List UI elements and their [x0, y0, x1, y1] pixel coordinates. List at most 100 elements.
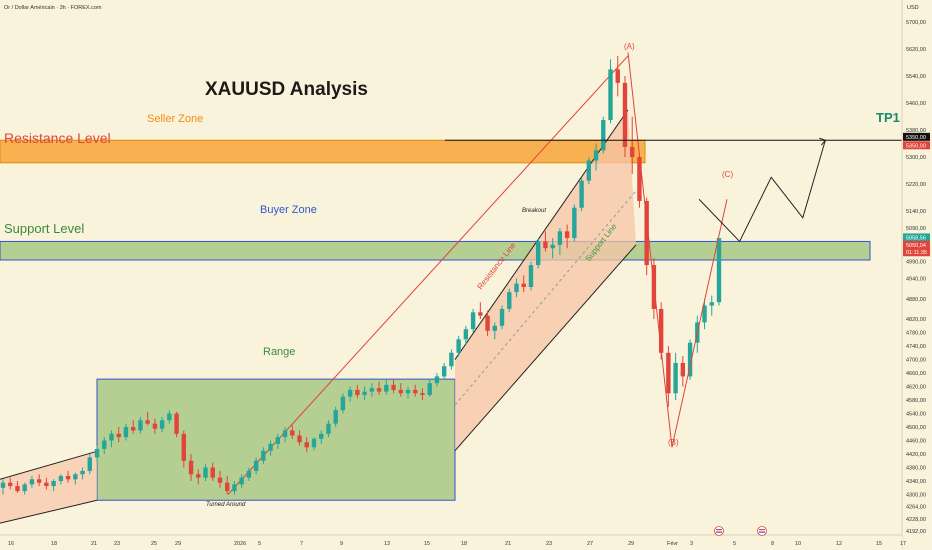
candle[interactable]	[44, 477, 49, 490]
candle[interactable]	[304, 437, 309, 453]
candle[interactable]	[261, 447, 266, 465]
candle[interactable]	[557, 227, 563, 255]
candle[interactable]	[109, 430, 114, 448]
candle[interactable]	[145, 411, 150, 426]
candle[interactable]	[94, 445, 100, 463]
candle[interactable]	[463, 325, 469, 345]
candle[interactable]	[123, 423, 129, 441]
candle[interactable]	[181, 430, 187, 468]
candle[interactable]	[210, 462, 215, 482]
candle[interactable]	[630, 116, 635, 174]
price-axis[interactable]	[902, 0, 932, 550]
candle[interactable]	[499, 305, 505, 330]
candle[interactable]	[593, 143, 599, 171]
candle[interactable]	[413, 384, 418, 397]
candle[interactable]	[601, 116, 606, 154]
candle[interactable]	[680, 356, 686, 387]
candle[interactable]	[174, 411, 179, 438]
candle[interactable]	[29, 475, 35, 488]
candle[interactable]	[87, 454, 92, 475]
candle[interactable]	[449, 349, 454, 370]
candle[interactable]	[290, 425, 295, 439]
candle[interactable]	[58, 474, 64, 485]
candle[interactable]	[687, 339, 693, 380]
candle[interactable]	[36, 474, 42, 487]
candle[interactable]	[441, 362, 447, 380]
candle[interactable]	[564, 224, 570, 249]
candle[interactable]	[217, 470, 223, 488]
candle[interactable]	[644, 197, 649, 276]
candle[interactable]	[275, 433, 281, 449]
candle[interactable]	[203, 464, 208, 482]
candle[interactable]	[326, 420, 331, 438]
candle[interactable]	[637, 153, 642, 208]
candle[interactable]	[340, 393, 346, 414]
candle[interactable]	[333, 406, 338, 428]
candle[interactable]	[521, 275, 526, 293]
candle[interactable]	[376, 381, 382, 395]
candle[interactable]	[478, 302, 483, 320]
candle[interactable]	[456, 335, 461, 357]
candle[interactable]	[282, 427, 288, 443]
candle[interactable]	[615, 55, 620, 97]
candle[interactable]	[550, 238, 555, 259]
event-flag-icon[interactable]	[757, 526, 767, 536]
candle[interactable]	[586, 157, 592, 185]
candle[interactable]	[239, 474, 244, 488]
candle[interactable]	[319, 430, 324, 444]
time-axis[interactable]	[0, 535, 902, 550]
candle[interactable]	[384, 379, 389, 395]
candle[interactable]	[268, 440, 273, 456]
candle[interactable]	[152, 418, 158, 434]
candle[interactable]	[188, 454, 194, 482]
candle[interactable]	[543, 231, 548, 252]
candle[interactable]	[434, 373, 440, 387]
candle[interactable]	[80, 467, 85, 480]
candle[interactable]	[8, 477, 13, 490]
candle[interactable]	[470, 308, 476, 333]
candle[interactable]	[159, 416, 165, 433]
candle[interactable]	[709, 295, 714, 316]
candle[interactable]	[514, 278, 519, 298]
candle[interactable]	[507, 288, 512, 313]
candle[interactable]	[22, 482, 27, 495]
candle[interactable]	[622, 76, 628, 158]
candle[interactable]	[253, 457, 259, 475]
event-flag-icon[interactable]	[714, 526, 724, 536]
candle[interactable]	[167, 410, 172, 424]
candle[interactable]	[369, 383, 375, 397]
candle[interactable]	[405, 386, 411, 399]
candle[interactable]	[0, 479, 6, 495]
candle[interactable]	[15, 481, 20, 493]
candle[interactable]	[138, 416, 143, 434]
candle[interactable]	[528, 261, 534, 291]
candle[interactable]	[65, 470, 71, 483]
candle[interactable]	[130, 420, 136, 434]
candle[interactable]	[225, 475, 230, 495]
candle[interactable]	[102, 437, 107, 455]
candle[interactable]	[572, 204, 577, 242]
candle[interactable]	[297, 430, 302, 446]
candle[interactable]	[391, 379, 396, 394]
candle[interactable]	[196, 469, 201, 485]
candle[interactable]	[347, 386, 353, 402]
candle[interactable]	[246, 467, 252, 482]
candle[interactable]	[702, 298, 707, 330]
candle[interactable]	[666, 346, 671, 407]
candle[interactable]	[116, 427, 121, 443]
candle[interactable]	[485, 310, 490, 336]
candle[interactable]	[398, 383, 403, 397]
candle[interactable]	[362, 386, 367, 401]
candle[interactable]	[579, 177, 584, 212]
candle[interactable]	[420, 388, 425, 401]
candle[interactable]	[716, 238, 722, 306]
candle[interactable]	[608, 59, 613, 124]
candle[interactable]	[355, 384, 360, 399]
candle[interactable]	[232, 481, 237, 495]
candle[interactable]	[311, 437, 317, 451]
candle[interactable]	[535, 238, 541, 269]
candle[interactable]	[51, 479, 56, 492]
candle[interactable]	[427, 379, 432, 397]
